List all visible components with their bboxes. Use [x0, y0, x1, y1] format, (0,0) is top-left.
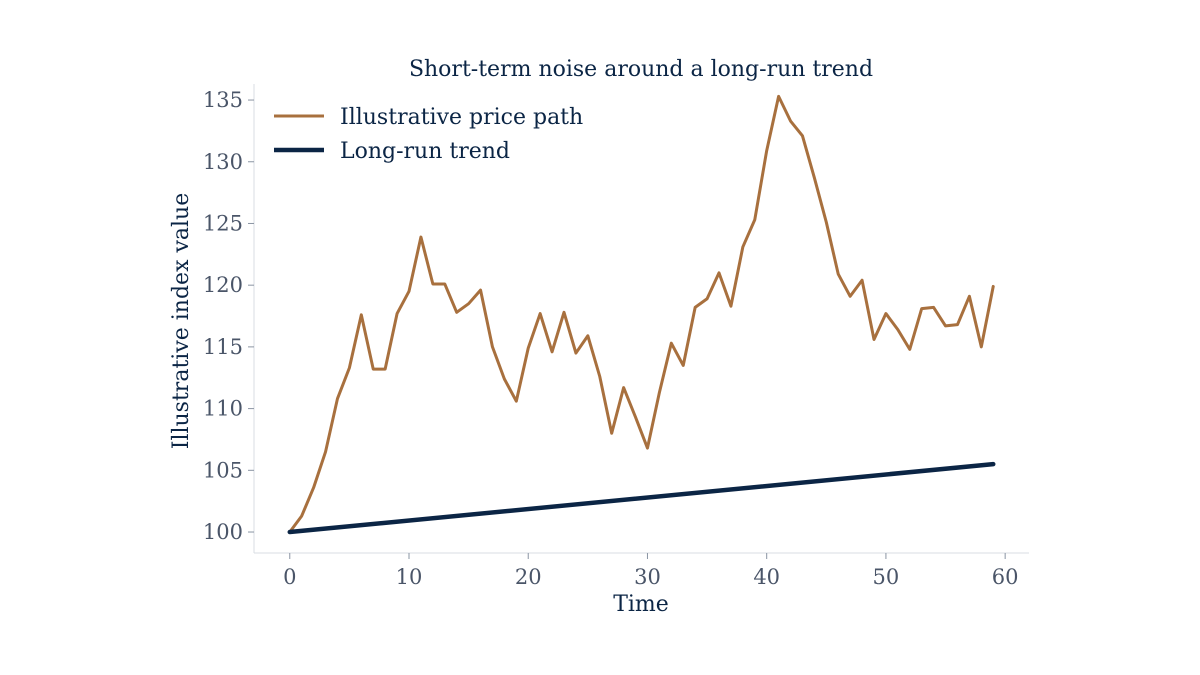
y-tick-label: 105 — [203, 458, 243, 482]
x-tick-label: 0 — [283, 565, 296, 589]
y-tick-label: 115 — [203, 335, 243, 359]
y-tick-label: 120 — [203, 273, 243, 297]
y-tick-label: 125 — [203, 211, 243, 235]
legend-label: Long-run trend — [340, 139, 510, 164]
x-tick-label: 60 — [992, 565, 1019, 589]
plot-area — [287, 94, 996, 535]
x-tick-label: 50 — [873, 565, 900, 589]
y-tick-label: 130 — [203, 150, 243, 174]
x-tick-label: 30 — [634, 565, 661, 589]
x-tick-label: 20 — [515, 565, 542, 589]
y-tick-label: 135 — [203, 88, 243, 112]
x-axis-ticks: 0 10 20 30 40 50 60 — [283, 553, 1019, 589]
x-tick-label: 40 — [753, 565, 780, 589]
y-tick-label: 110 — [203, 397, 243, 421]
series-line-2 — [287, 461, 996, 535]
y-axis-label: Illustrative index value — [169, 193, 194, 450]
y-axis-ticks: 100 105 110 115 120 125 130 135 — [203, 88, 254, 544]
chart-title: Short-term noise around a long-run trend — [409, 57, 873, 82]
x-axis-label: Time — [613, 592, 669, 617]
y-tick-label: 100 — [203, 520, 243, 544]
legend-label: Illustrative price path — [340, 105, 583, 130]
series-line-1 — [288, 94, 995, 534]
legend: Illustrative price path Long-run trend — [274, 105, 583, 164]
x-tick-label: 10 — [396, 565, 423, 589]
